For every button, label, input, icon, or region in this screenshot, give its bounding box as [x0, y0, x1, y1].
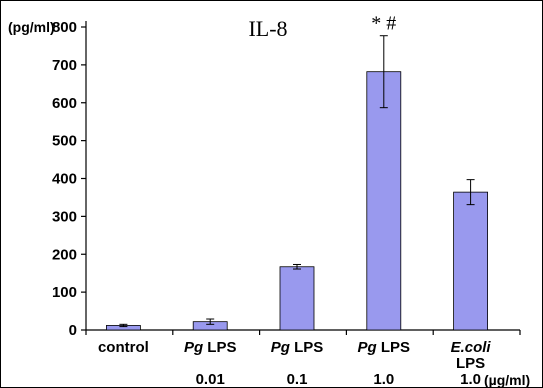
x-unit-label: (µg/ml) [484, 372, 530, 388]
x-category-label-line2: LPS [456, 355, 485, 372]
y-tick-label: 0 [69, 322, 77, 339]
x-category-label: Pg LPS [271, 339, 324, 356]
y-tick-label: 100 [52, 284, 77, 301]
x-category-label: control [98, 339, 149, 356]
x-dose-label: 1.0 [373, 371, 394, 388]
chart-title: IL-8 [248, 16, 287, 41]
bar [279, 266, 315, 331]
bar [453, 191, 489, 331]
significance-annotation: * # [371, 13, 396, 35]
x-dose-label: 0.01 [196, 371, 225, 388]
x-category-label: Pg LPS [358, 339, 411, 356]
y-tick-label: 800 [52, 19, 77, 36]
x-category-label: Pg LPS [184, 339, 237, 356]
bars: * # [106, 13, 489, 331]
x-category-label: E.coli [451, 339, 492, 356]
y-tick-label: 700 [52, 57, 77, 74]
x-dose-label: 1.0 [460, 371, 481, 388]
y-tick-label: 200 [52, 246, 77, 263]
y-axis-label: (pg/ml) [8, 19, 55, 35]
bar [366, 71, 402, 331]
y-tick-label: 300 [52, 208, 77, 225]
axes: 0 100 200 300 400 500 600 700 800 [52, 19, 521, 339]
x-dose-label: 0.1 [287, 371, 308, 388]
x-labels: control Pg LPS 0.01 Pg LPS 0.1 Pg LPS 1.0 E.col… [98, 339, 491, 388]
y-tick-label: 500 [52, 133, 77, 150]
y-tick-label: 600 [52, 95, 77, 112]
y-tick-label: 400 [52, 171, 77, 188]
